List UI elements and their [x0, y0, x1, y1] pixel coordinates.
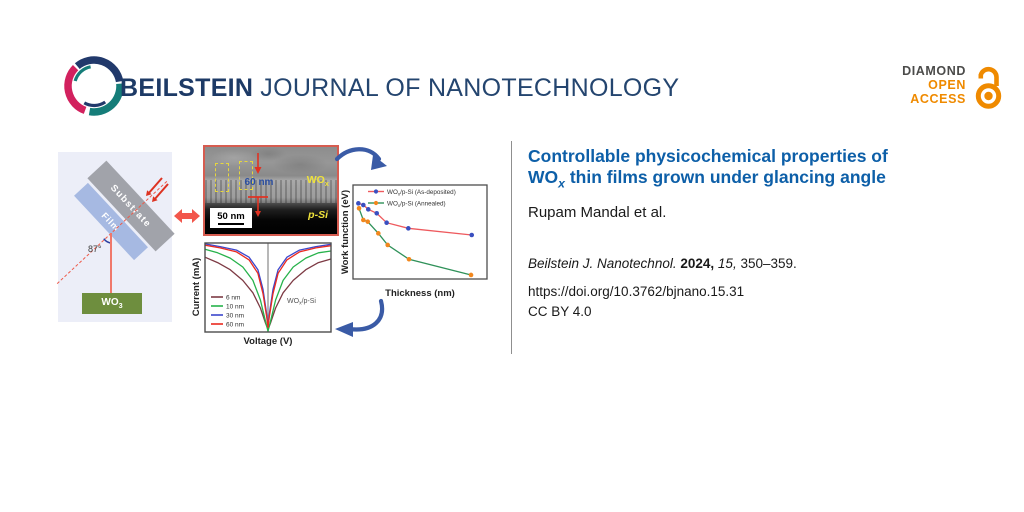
svg-text:WOx/p-Si: WOx/p-Si	[287, 298, 316, 307]
iv-plot: Current (mA) 6 nm 10 nm 30 nm 60 nm WOx/p-Si…	[190, 236, 342, 356]
column-highlight-box	[215, 163, 229, 192]
open-access-lock-icon	[975, 66, 1002, 109]
tem-thickness-label: 60 nm	[244, 177, 274, 188]
columnar-film-texture	[205, 180, 337, 203]
svg-text:WOx/p-Si (Annealed): WOx/p-Si (Annealed)	[387, 200, 446, 208]
iv-plot-canvas: 6 nm 10 nm 30 nm 60 nm WOx/p-Si	[204, 242, 332, 333]
title-line-2: WOx thin films grown under glancing angl…	[528, 166, 886, 191]
vapor-beam-line	[110, 233, 113, 293]
wf-y-axis-label: Work function (eV)	[340, 189, 351, 275]
svg-text:WOx/p-Si (As-deposited): WOx/p-Si (As-deposited)	[387, 189, 456, 197]
open-label: OPEN	[928, 78, 966, 92]
article-citation: Beilstein J. Nanotechnol. 2024, 15, 350–…	[528, 256, 797, 271]
citation-journal: Beilstein J. Nanotechnol.	[528, 256, 677, 271]
source-box: WO3	[82, 293, 142, 314]
article-title[interactable]: Controllable physicochemical properties …	[528, 146, 993, 194]
citation-year: 2024,	[680, 256, 715, 271]
flux-arrows-icon	[103, 177, 169, 244]
svg-text:10 nm: 10 nm	[226, 303, 244, 310]
access-label: ACCESS	[910, 92, 966, 106]
source-label: WO3	[101, 297, 123, 310]
svg-text:6 nm: 6 nm	[226, 294, 240, 301]
article-authors: Rupam Mandal et al.	[528, 204, 667, 221]
curved-arrow-top-icon	[334, 147, 387, 170]
thickness-dimension-icon	[248, 153, 268, 217]
tem-film-label: WOx	[306, 174, 329, 189]
deposition-schematic: Substrate Film 87° WO3	[56, 152, 175, 322]
title-line-1: Controllable physicochemical properties …	[528, 146, 888, 166]
curved-arrow-bottom-icon	[335, 298, 385, 337]
article-doi-link[interactable]: https://doi.org/10.3762/bjnano.15.31	[528, 284, 745, 299]
svg-text:30 nm: 30 nm	[226, 312, 244, 319]
tem-substrate-label: p-Si	[308, 209, 328, 221]
vertical-divider	[511, 141, 513, 354]
open-access-text: DIAMOND OPEN ACCESS	[902, 64, 966, 106]
scalebar-line	[218, 222, 244, 225]
journal-name-rest: JOURNAL OF NANOTECHNOLOGY	[260, 74, 680, 102]
work-function-plot: Work function (eV) WOx/p-Si (As-deposite…	[340, 168, 492, 304]
journal-wordmark: BEILSTEIN JOURNAL OF NANOTECHNOLOGY	[120, 74, 679, 103]
citation-volume: 15,	[717, 256, 737, 271]
article-license: CC BY 4.0	[528, 304, 592, 319]
iv-y-axis-label: Current (mA)	[191, 257, 202, 317]
double-arrow-icon	[174, 209, 200, 223]
tem-scalebar: 50 nm	[210, 208, 252, 228]
journal-name-bold: BEILSTEIN	[120, 74, 254, 102]
citation-pages: 350–359.	[740, 256, 797, 271]
angle-label: 87°	[88, 244, 102, 254]
open-access-badge: DIAMOND OPEN ACCESS	[852, 62, 1006, 112]
column-highlight-box	[239, 161, 253, 190]
tem-cross-section: 60 nm WOx p-Si 50 nm	[203, 145, 339, 236]
beilstein-logo-icon	[64, 56, 124, 116]
wf-plot-canvas: WOx/p-Si (As-deposited) WOx/p-Si (Anneale…	[352, 184, 488, 280]
svg-text:60 nm: 60 nm	[226, 321, 244, 328]
scalebar-label: 50 nm	[217, 210, 245, 222]
diamond-label: DIAMOND	[902, 64, 966, 78]
wf-x-axis-label: Thickness (nm)	[385, 288, 455, 299]
iv-x-axis-label: Voltage (V)	[243, 336, 293, 347]
